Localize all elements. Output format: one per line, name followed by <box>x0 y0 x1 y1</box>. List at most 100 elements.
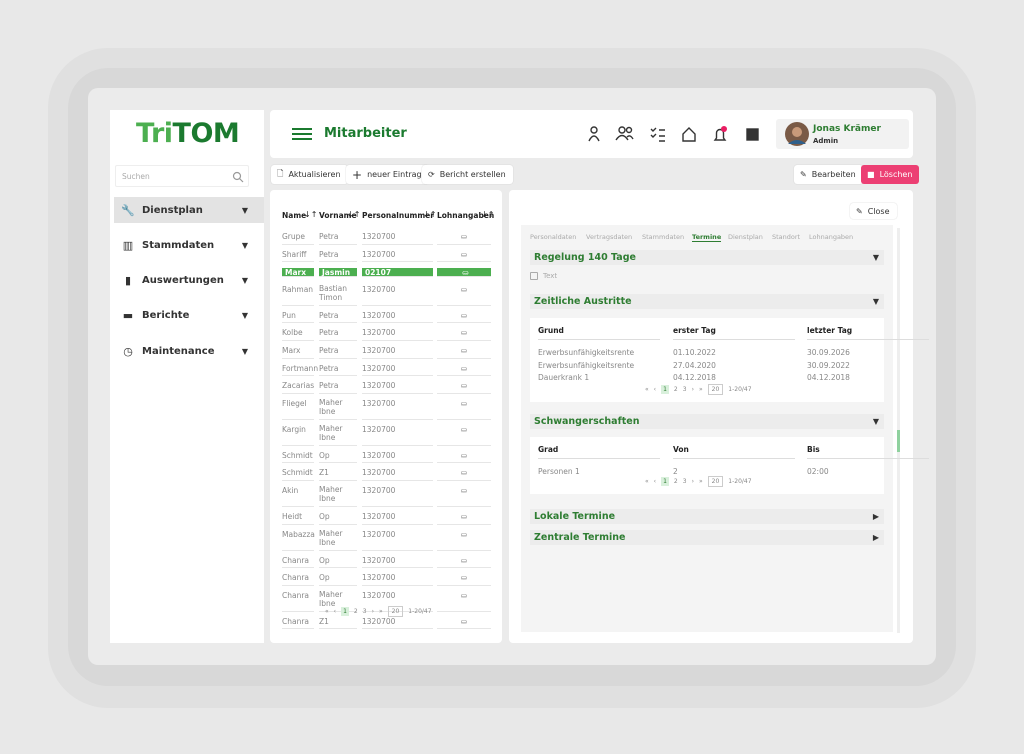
detail-tab[interactable]: Lohnangaben <box>809 233 854 241</box>
table-cell[interactable]: 1320700 <box>362 361 433 377</box>
section-toggle[interactable]: ▼ <box>872 253 879 262</box>
column-header[interactable]: Personalnummer <box>362 211 434 220</box>
section-header[interactable]: Lokale Termine ▶ <box>530 509 884 524</box>
column-header[interactable]: Name <box>282 211 307 220</box>
page-arrow[interactable]: › <box>371 608 374 615</box>
table-cell[interactable]: 1320700 <box>362 588 433 612</box>
page-link[interactable]: 2 <box>673 478 678 485</box>
table-cell[interactable]: Heidt <box>282 509 314 525</box>
table-cell[interactable]: Jasmin <box>319 267 357 277</box>
table-cell[interactable]: Chanra <box>282 553 314 569</box>
payroll-icon[interactable]: ⛀ <box>437 282 491 306</box>
page-arrow[interactable]: ‹ <box>333 608 337 615</box>
section-toggle[interactable]: ▼ <box>872 417 879 426</box>
section-toggle[interactable]: ▶ <box>872 533 879 542</box>
page-link[interactable]: 2 <box>353 608 358 615</box>
close-button[interactable]: ✎ Close <box>850 203 897 219</box>
table-cell[interactable]: 1320700 <box>362 396 433 420</box>
table-cell[interactable]: Kargin <box>282 422 314 446</box>
column-header[interactable]: letzter Tag <box>807 326 853 335</box>
table-cell[interactable]: Petra <box>319 325 357 341</box>
payroll-icon[interactable]: ⛀ <box>437 527 491 551</box>
edit-button[interactable]: ✎ Bearbeiten <box>794 165 863 184</box>
table-cell[interactable]: Petra <box>319 247 357 263</box>
table-cell[interactable]: Maher Ibne <box>319 527 357 551</box>
payroll-icon[interactable]: ⛀ <box>437 614 491 630</box>
table-cell[interactable]: Chanra <box>282 570 314 586</box>
payroll-icon[interactable]: ⛀ <box>437 343 491 359</box>
column-header[interactable]: Vorname <box>319 211 357 220</box>
page-link[interactable]: 3 <box>682 386 687 393</box>
table-cell[interactable]: Op <box>319 570 357 586</box>
page-arrow[interactable]: › <box>691 478 694 485</box>
sort-icon[interactable]: ↓↑ <box>304 210 318 219</box>
page-link[interactable]: 1 <box>661 477 669 486</box>
nav-item[interactable]: ◷ Maintenance ▼ <box>114 338 264 364</box>
table-cell[interactable]: Shariff <box>282 247 314 263</box>
nav-item[interactable]: ▮ Auswertungen ▼ <box>114 268 264 294</box>
page-arrow[interactable]: » <box>698 386 703 393</box>
menu-icon[interactable] <box>292 127 312 141</box>
section-header[interactable]: Zeitliche Austritte ▼ <box>530 294 884 309</box>
table-cell[interactable]: Chanra <box>282 614 314 630</box>
payroll-icon[interactable]: ⛀ <box>437 553 491 569</box>
table-cell[interactable]: Grupe <box>282 229 314 245</box>
table-cell[interactable]: 1320700 <box>362 308 433 324</box>
page-arrow[interactable]: » <box>698 478 703 485</box>
table-cell[interactable]: Marx <box>282 343 314 359</box>
nav-item[interactable]: 🔧 Dienstplan ▼ <box>114 197 264 223</box>
payroll-icon[interactable]: ⛀ <box>437 325 491 341</box>
page-size[interactable]: 20 <box>387 606 404 617</box>
pagination[interactable]: « ‹ 1 2 3 › » 20 1-20/47 <box>325 606 432 617</box>
sort-icon[interactable]: ↓↑ <box>481 210 495 219</box>
page-arrow[interactable]: » <box>378 608 383 615</box>
table-cell[interactable]: Marx <box>282 267 314 277</box>
column-header[interactable]: erster Tag <box>673 326 716 335</box>
pagination[interactable]: « ‹ 1 2 3 › » 20 1-20/47 <box>645 476 752 487</box>
new-entry-button[interactable]: + neuer Eintrag <box>346 165 429 184</box>
table-cell[interactable]: Z1 <box>319 465 357 481</box>
column-header[interactable]: Grad <box>538 445 559 454</box>
table-cell[interactable]: Mabazza <box>282 527 315 551</box>
page-arrow[interactable]: « <box>645 478 649 485</box>
table-cell[interactable]: 1320700 <box>362 229 433 245</box>
table-cell[interactable]: Petra <box>319 229 357 245</box>
table-cell[interactable]: Kolbe <box>282 325 314 341</box>
table-cell[interactable]: Op <box>319 448 357 464</box>
sort-icon[interactable]: ↓↑ <box>347 210 361 219</box>
table-cell[interactable]: Petra <box>319 361 357 377</box>
detail-tab[interactable]: Standort <box>772 233 801 241</box>
table-cell[interactable]: 1320700 <box>362 570 433 586</box>
table-cell[interactable]: 1320700 <box>362 325 433 341</box>
table-cell[interactable]: 1320700 <box>362 465 433 481</box>
page-arrow[interactable]: › <box>691 386 694 393</box>
section-header[interactable]: Regelung 140 Tage ▼ <box>530 250 884 265</box>
section-toggle[interactable]: ▼ <box>872 297 879 306</box>
report-button[interactable]: ⟳ Bericht erstellen <box>422 165 513 184</box>
table-cell[interactable]: Petra <box>319 343 357 359</box>
table-cell[interactable]: Z1 <box>319 614 357 630</box>
table-cell[interactable]: Maher Ibne <box>319 483 357 507</box>
payroll-icon[interactable]: ⛀ <box>437 361 491 377</box>
table-cell[interactable]: 1320700 <box>362 527 433 551</box>
section-toggle[interactable]: ▶ <box>872 512 879 521</box>
table-cell[interactable]: Op <box>319 553 357 569</box>
payroll-icon[interactable]: ⛀ <box>437 448 491 464</box>
detail-tab[interactable]: Dienstplan <box>728 233 763 241</box>
table-cell[interactable]: Maher Ibne <box>319 396 357 420</box>
sort-icon[interactable]: ↓↑ <box>423 210 437 219</box>
payroll-icon[interactable]: ⛀ <box>437 229 491 245</box>
payroll-icon[interactable]: ⛀ <box>437 247 491 263</box>
section-header[interactable]: Zentrale Termine ▶ <box>530 530 884 545</box>
table-cell[interactable]: 1320700 <box>362 483 433 507</box>
section-header[interactable]: Schwangerschaften ▼ <box>530 414 884 429</box>
payroll-icon[interactable]: ⛀ <box>437 465 491 481</box>
column-header[interactable]: Von <box>673 445 689 454</box>
column-header[interactable]: Bis <box>807 445 820 454</box>
table-cell[interactable]: Petra <box>319 378 357 394</box>
page-arrow[interactable]: « <box>645 386 649 393</box>
table-cell[interactable]: Op <box>319 509 357 525</box>
page-arrow[interactable]: « <box>325 608 329 615</box>
detail-tab[interactable]: Personaldaten <box>530 233 577 241</box>
table-cell[interactable]: 1320700 <box>362 509 433 525</box>
